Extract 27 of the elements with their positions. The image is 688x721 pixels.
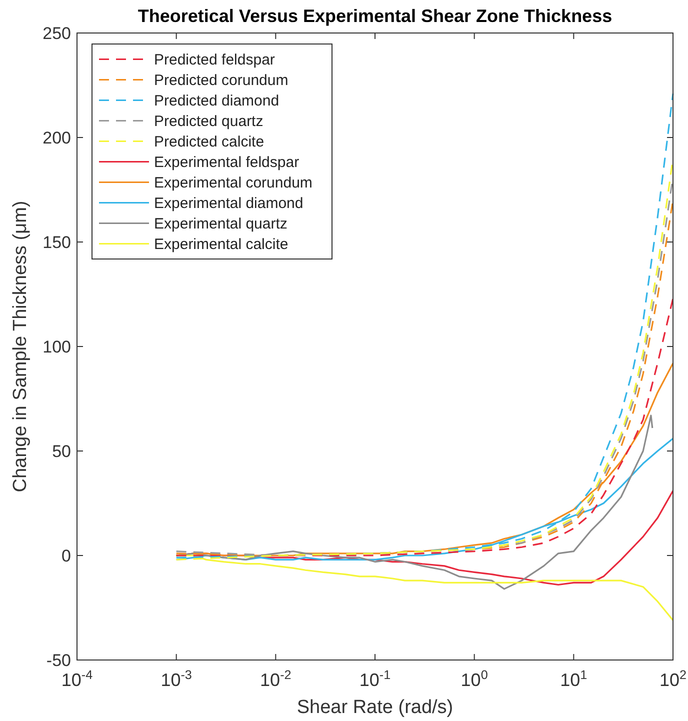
y-tick-label: 100 [42,338,71,356]
legend-label: Predicted quartz [154,112,264,130]
legend-label: Predicted calcite [154,133,264,150]
legend-label: Experimental diamond [154,194,304,212]
legend-label: Predicted diamond [154,92,280,110]
legend-label: Predicted feldspar [154,51,275,68]
y-axis-title: Change in Sample Thickness (μm) [10,200,31,492]
y-tick-label: 250 [42,24,71,43]
x-tick-label: 10$^{-4}$ [61,668,93,690]
y-tick-label: 50 [52,442,71,461]
chart-title: Theoretical Versus Experimental Shear Zone Thickness [138,6,612,26]
legend-label: Experimental calcite [154,236,288,253]
x-tick-label: 10$^{2}$ [659,668,687,690]
y-tick-label: 200 [42,128,71,148]
y-tick-label: 0 [62,546,71,566]
x-tick-label: 10$^{-1}$ [359,668,391,690]
x-axis-title: Shear Rate (rad/s) [296,697,454,718]
x-tick-label: 10$^{-3}$ [160,668,192,690]
legend-label: Experimental quartz [154,215,288,232]
x-tick-label: 10$^{-2}$ [260,668,292,690]
y-tick-label: 150 [42,233,71,252]
x-tick-label: 10$^{0}$ [460,668,488,690]
legend-label: Experimental corundum [154,174,312,192]
x-tick-label: 10$^{1}$ [560,668,588,690]
legend-label: Predicted corundum [154,72,288,89]
y-tick-label: -50 [46,651,71,670]
legend-label: Experimental feldspar [154,154,300,171]
